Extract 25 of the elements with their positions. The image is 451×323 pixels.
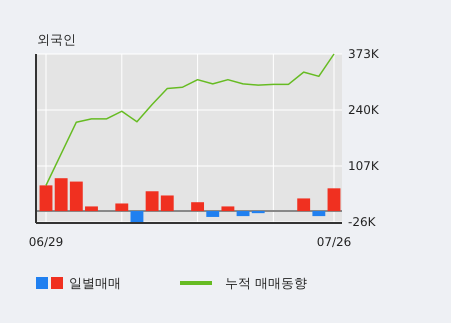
bar <box>160 195 174 212</box>
bar <box>85 206 98 212</box>
bar <box>40 185 52 212</box>
y-tick-label: 107K <box>348 159 380 174</box>
chart-title: 외국인 <box>37 33 76 48</box>
x-tick-label: 06/29 <box>28 235 64 249</box>
bar <box>206 211 220 217</box>
x-tick-label: 07/26 <box>316 235 352 249</box>
line-series <box>45 53 335 186</box>
bar <box>54 178 68 212</box>
bar <box>236 211 250 216</box>
bar <box>130 211 144 222</box>
bar <box>312 211 326 216</box>
y-tick-label: 373K <box>348 47 380 62</box>
bar <box>115 203 128 212</box>
bar <box>146 191 159 212</box>
bar <box>70 182 83 212</box>
y-tick-label: 240K <box>348 103 380 118</box>
y-tick-label: -26K <box>348 215 377 230</box>
bar <box>328 188 340 212</box>
bar <box>191 202 204 212</box>
bar <box>221 206 234 212</box>
legend-label: 일별매매 <box>69 276 121 292</box>
bar <box>297 198 310 212</box>
legend-label: 누적 매매동향 <box>225 276 308 292</box>
